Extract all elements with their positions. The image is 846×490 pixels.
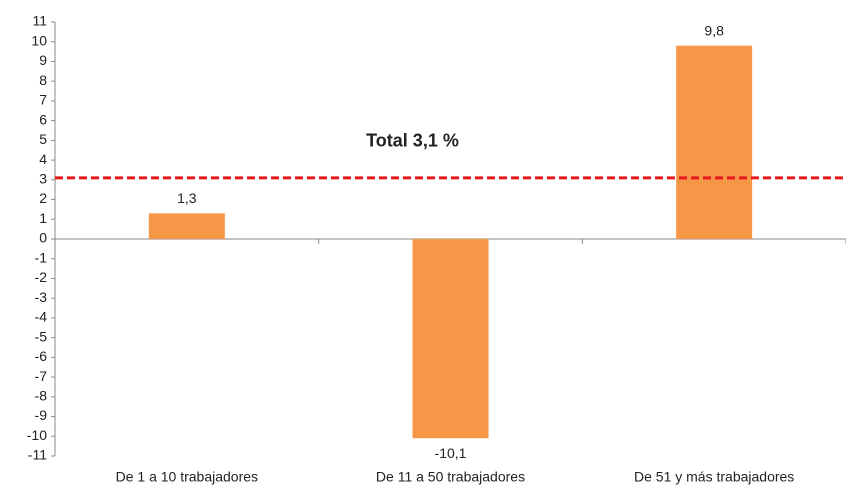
y-tick-label: 2	[39, 190, 47, 206]
y-tick-label: -9	[35, 407, 48, 423]
y-tick-label: 11	[32, 13, 47, 29]
y-tick-label: 8	[39, 72, 47, 88]
bar	[148, 213, 225, 239]
y-tick-label: 3	[39, 171, 47, 187]
y-tick-label: -6	[35, 348, 48, 364]
y-tick-label: 4	[39, 151, 47, 167]
x-tick-label: De 51 y más trabajadores	[634, 469, 794, 485]
bar	[676, 45, 753, 239]
reference-label: Total 3,1 %	[366, 131, 459, 151]
data-label: -10,1	[435, 445, 467, 461]
data-label: 1,3	[177, 190, 197, 206]
bar	[412, 239, 489, 439]
y-tick-label: -2	[35, 269, 48, 285]
y-tick-label: 5	[39, 131, 47, 147]
y-tick-label: -1	[35, 249, 48, 265]
x-tick-label: De 11 a 50 trabajadores	[376, 469, 525, 485]
y-tick-label: 10	[31, 32, 47, 48]
y-tick-label: -5	[35, 328, 48, 344]
y-tick-label: 7	[39, 92, 47, 108]
y-tick-label: -7	[35, 368, 48, 384]
y-tick-label: -4	[35, 309, 48, 325]
y-tick-label: -3	[35, 289, 48, 305]
x-tick-label: De 1 a 10 trabajadores	[116, 469, 258, 485]
y-tick-label: 1	[39, 210, 47, 226]
y-tick-label: 6	[39, 111, 47, 127]
y-tick-label: 9	[39, 52, 47, 68]
y-tick-label: -8	[35, 388, 48, 404]
y-tick-label: 0	[39, 230, 47, 246]
y-tick-label: -10	[27, 427, 47, 443]
data-label: 9,8	[704, 22, 724, 38]
y-tick-label: -11	[28, 447, 47, 463]
